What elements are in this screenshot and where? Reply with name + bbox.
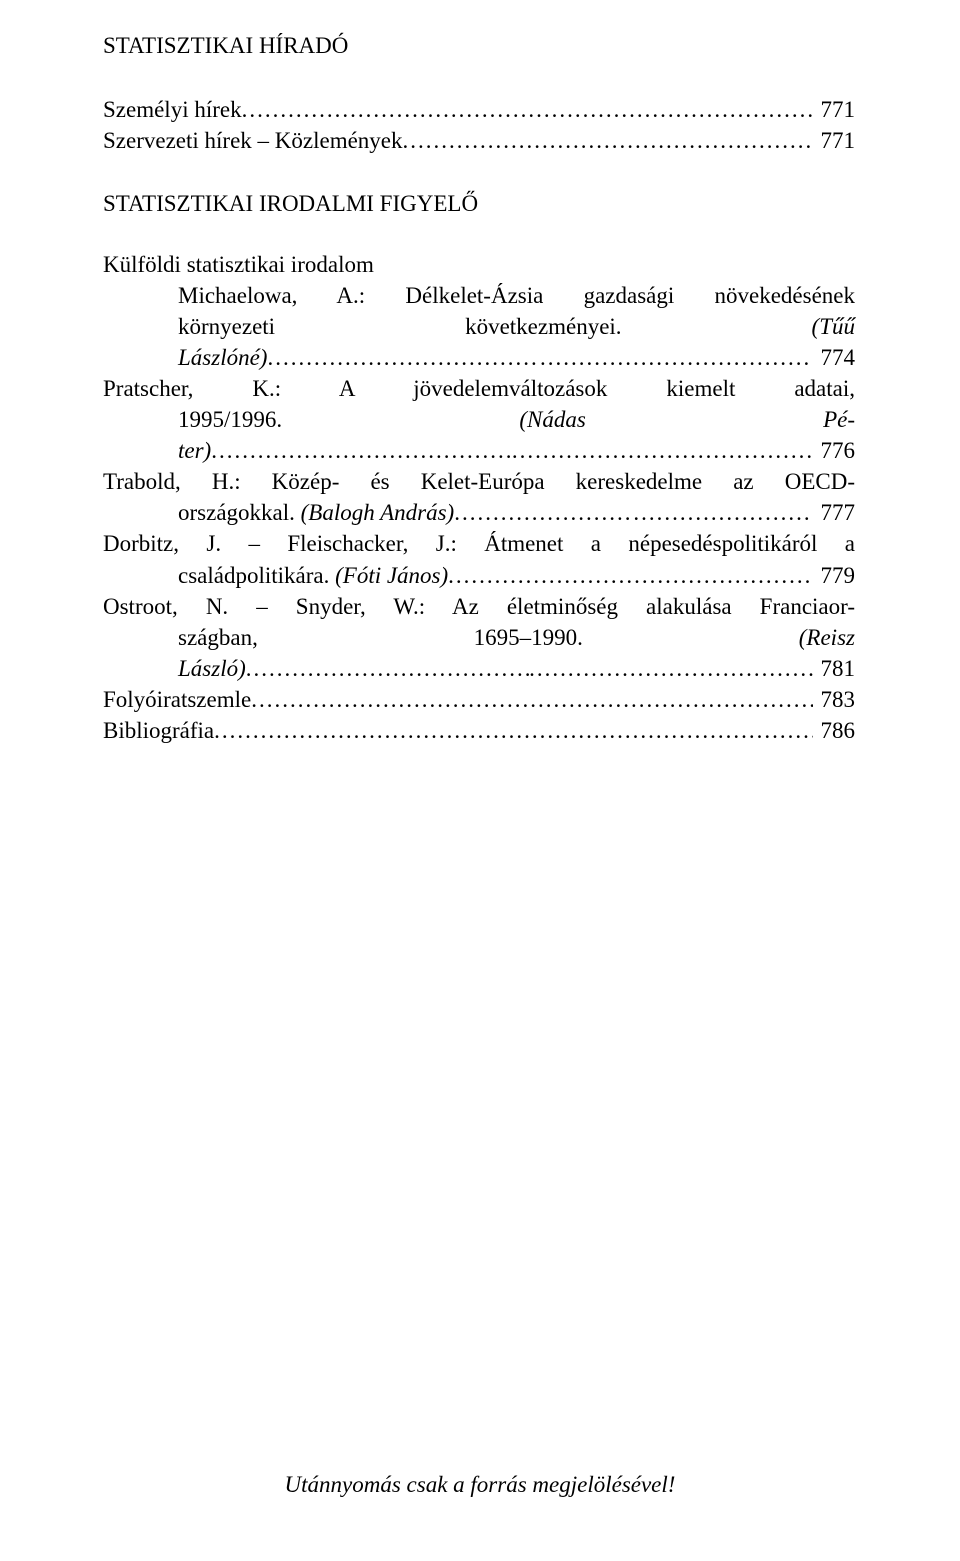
toc-author-fragment: (Fóti János): [335, 563, 448, 588]
page-number: 771: [813, 94, 856, 125]
toc-text-fragment: szágban,: [178, 622, 258, 653]
page-number: 786: [813, 715, 856, 746]
toc-text-fragment: családpolitikára. (Fóti János): [178, 560, 448, 591]
toc-entry: Ostroot, N. – Snyder, W.: Az életminőség…: [103, 591, 855, 684]
dot-leader: [633, 497, 812, 528]
subsection-heading: Külföldi statisztikai irodalom: [103, 252, 855, 278]
footer-note: Utánnyomás csak a forrás megjelölésével!: [0, 1472, 960, 1498]
page-number: 771: [813, 125, 856, 156]
toc-entry: Pratscher, K.: A jövedelemváltozások kie…: [103, 373, 855, 466]
toc-text-line: környezeti következményei. (Tűű: [103, 311, 855, 342]
toc-text: Szervezeti hírek – Közlemények: [103, 125, 403, 156]
toc-text-line: 1995/1996. (Nádas Pé-: [103, 404, 855, 435]
toc-entry: Folyóiratszemle 783: [103, 684, 855, 715]
dot-leader: [242, 94, 813, 125]
toc-text-fragment: következményei.: [465, 311, 621, 342]
dot-leader: [512, 435, 813, 466]
dot-leader: [529, 653, 812, 684]
dot-leader: [214, 715, 812, 746]
page-number: 777: [813, 497, 856, 528]
toc-text-line: Ostroot, N. – Snyder, W.: Az életminőség…: [103, 591, 855, 622]
dot-leader: [448, 560, 812, 591]
section-heading-figyelo: STATISZTIKAI IRODALMI FIGYELŐ: [103, 191, 855, 217]
toc-text-line: Dorbitz, J. – Fleischacker, J.: Átmenet …: [103, 528, 855, 559]
toc-block-1: Személyi hírek 771 Szervezeti hírek – Kö…: [103, 94, 855, 156]
toc-entry: Szervezeti hírek – Közlemények 771: [103, 125, 855, 156]
toc-author-fragment: László): [178, 653, 246, 684]
page-number: 774: [812, 342, 855, 373]
toc-text: Folyóiratszemle: [103, 684, 251, 715]
toc-entry: Michaelowa, A.: Délkelet-Ázsia gazdasági…: [103, 280, 855, 373]
section-heading-hirado: STATISZTIKAI HÍRADÓ: [103, 33, 855, 59]
toc-text: Személyi hírek: [103, 94, 242, 125]
toc-entry: Dorbitz, J. – Fleischacker, J.: Átmenet …: [103, 528, 855, 590]
toc-author-fragment: (Tűű: [812, 311, 855, 342]
page-number: 783: [813, 684, 856, 715]
toc-author-fragment: Pé-: [823, 404, 855, 435]
toc-entry: Bibliográfia 786: [103, 715, 855, 746]
toc-text-line: Michaelowa, A.: Délkelet-Ázsia gazdasági…: [103, 280, 855, 311]
dot-leader: [251, 684, 812, 715]
dot-leader: [246, 653, 529, 684]
page-number: 776: [813, 435, 856, 466]
toc-author-fragment: ter): [178, 435, 211, 466]
toc-text-fragment: országokkal. (Balogh András): [178, 497, 454, 528]
page-number: 779: [813, 560, 856, 591]
toc-author-fragment: Lászlóné): [178, 342, 267, 373]
toc-text-line: László) 781: [103, 653, 855, 684]
dot-leader: [403, 125, 813, 156]
toc-text-line: családpolitikára. (Fóti János) 779: [103, 560, 855, 591]
toc-text-line: ter) 776: [103, 435, 855, 466]
toc-text-line: szágban, 1695–1990. (Reisz: [103, 622, 855, 653]
toc-text: Bibliográfia: [103, 715, 214, 746]
dot-leader: [454, 497, 633, 528]
toc-entry: Trabold, H.: Közép- és Kelet-Európa kere…: [103, 466, 855, 528]
toc-text-fragment: környezeti: [178, 311, 275, 342]
toc-text-line: Lászlóné) 774: [103, 342, 855, 373]
toc-entry: Személyi hírek 771: [103, 94, 855, 125]
toc-author-fragment: (Reisz: [799, 622, 855, 653]
toc-block-2: Michaelowa, A.: Délkelet-Ázsia gazdasági…: [103, 280, 855, 746]
toc-text-fragment: 1695–1990.: [474, 622, 583, 653]
toc-text-fragment: 1995/1996.: [178, 404, 282, 435]
toc-author-fragment: (Balogh András): [301, 500, 455, 525]
toc-text-line: Pratscher, K.: A jövedelemváltozások kie…: [103, 373, 855, 404]
toc-text-line: Trabold, H.: Közép- és Kelet-Európa kere…: [103, 466, 855, 497]
toc-text-line: országokkal. (Balogh András) 777: [103, 497, 855, 528]
dot-leader: [267, 342, 540, 373]
toc-author-fragment: (Nádas: [519, 404, 585, 435]
dot-leader: [540, 342, 813, 373]
page-number: 781: [813, 653, 856, 684]
dot-leader: [211, 435, 512, 466]
